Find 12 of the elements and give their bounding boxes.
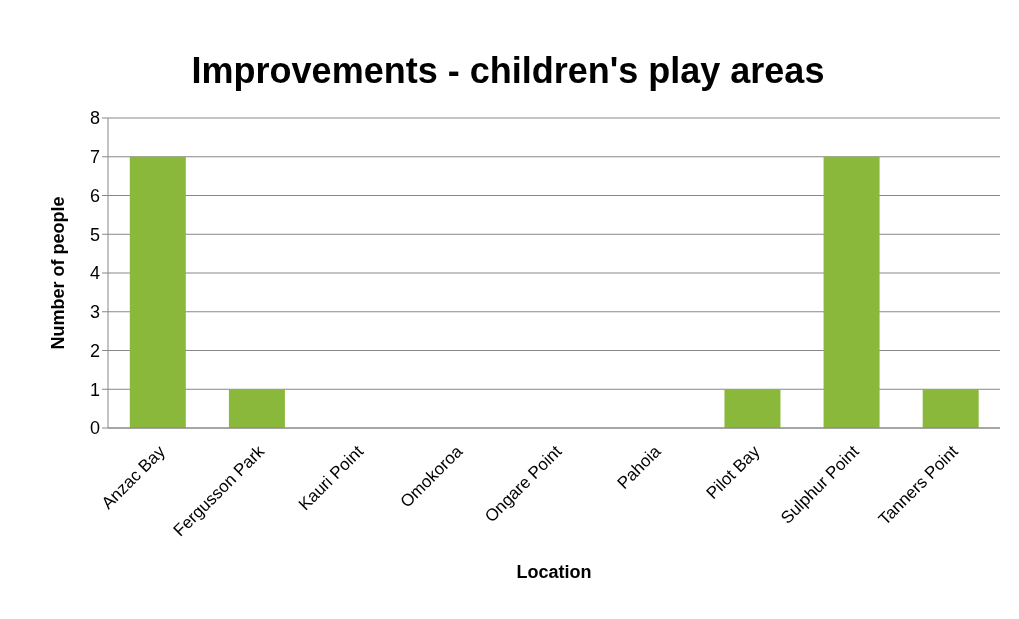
x-axis-title: Location: [516, 562, 592, 582]
y-axis-title: Number of people: [48, 196, 69, 350]
y-tick-label: 3: [89, 302, 100, 323]
y-tick-label: 4: [89, 263, 100, 284]
y-tick-label: 1: [89, 379, 100, 400]
y-tick-label: 6: [89, 185, 100, 206]
y-tick-label: 7: [89, 147, 100, 168]
y-tick-label: 8: [89, 108, 100, 129]
chart-title: Improvements - children's play areas: [190, 50, 826, 92]
y-tick-label: 2: [89, 340, 100, 361]
y-tick-label: 0: [89, 418, 100, 439]
y-tick-label: 5: [89, 224, 100, 245]
